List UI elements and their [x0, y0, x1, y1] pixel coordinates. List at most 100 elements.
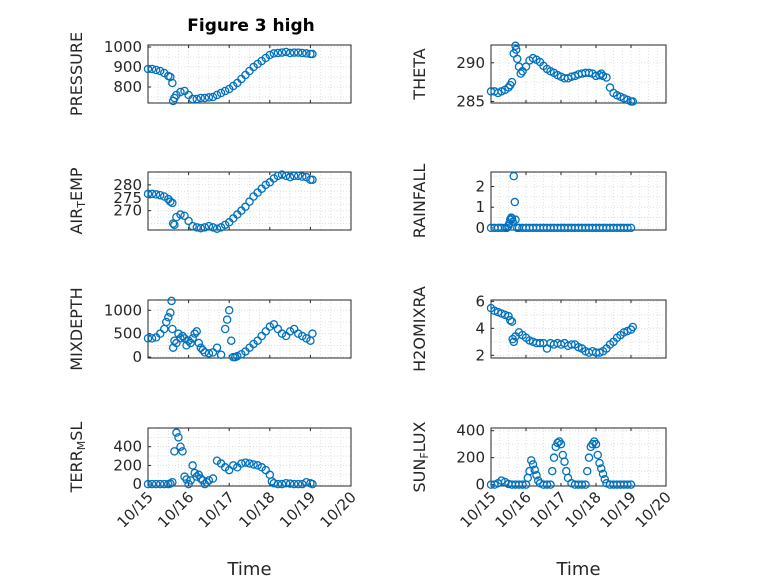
data-point — [176, 334, 185, 343]
data-point — [502, 223, 511, 233]
x-tick-label: 10/15 — [114, 488, 157, 531]
data-point — [511, 215, 520, 224]
data-point — [178, 331, 187, 341]
data-point — [174, 329, 183, 338]
data-point — [151, 479, 161, 489]
data-point — [204, 349, 214, 358]
y-tick-label: 400 — [456, 422, 485, 440]
data-point — [166, 197, 175, 206]
data-point — [542, 480, 552, 489]
data-point — [196, 474, 206, 483]
axes-box — [490, 299, 667, 359]
data-point — [507, 214, 517, 223]
data-point — [298, 172, 307, 181]
data-point — [511, 41, 520, 51]
y-tick-label: 900 — [113, 58, 142, 76]
x-tick-label: 10/20 — [317, 488, 360, 531]
data-point — [192, 94, 201, 104]
subplot-4: 0 500 1000 MIXDEPTH — [67, 287, 352, 371]
data-point — [298, 331, 307, 341]
data-point — [293, 48, 303, 57]
y-tick-label: 200 — [113, 456, 142, 474]
y-tick-label: 275 — [113, 189, 142, 207]
data-point — [194, 338, 203, 348]
y-tick-label: 6 — [475, 292, 485, 310]
data-point — [277, 48, 287, 57]
y-axis-label-part: SUN — [410, 459, 429, 493]
y-tick-label: 1000 — [104, 301, 142, 319]
data-point — [212, 90, 222, 100]
y-tick-label: 200 — [456, 449, 485, 467]
y-axis-label: RAINFALL — [410, 164, 429, 239]
figure-title: Figure 3 high — [187, 16, 315, 36]
y-axis-label-part: EMP — [67, 167, 86, 201]
data-point — [186, 476, 195, 485]
data-point — [143, 334, 153, 343]
data-point — [147, 64, 157, 74]
data-point — [628, 97, 638, 106]
data-point — [509, 337, 518, 347]
data-point — [507, 317, 517, 326]
data-point — [224, 306, 234, 315]
data-point — [269, 49, 279, 58]
data-point — [147, 334, 157, 343]
data-point — [285, 48, 295, 58]
data-point — [277, 329, 287, 338]
data-point — [308, 329, 317, 338]
data-point — [549, 453, 559, 462]
data-point — [285, 172, 295, 182]
x-tick-label: 10/17 — [195, 488, 238, 531]
y-tick-label: 0 — [475, 476, 485, 494]
data-point — [200, 348, 210, 357]
plot-area — [491, 428, 666, 486]
data-point — [505, 315, 515, 325]
y-tick-label: 2 — [475, 178, 485, 196]
data-point — [556, 439, 566, 449]
data-point — [626, 480, 636, 489]
y-axis-label-part: PRESSURE — [67, 32, 86, 116]
data-point — [192, 223, 201, 232]
data-point — [180, 211, 189, 221]
y-tick-label: 0 — [132, 475, 142, 493]
data-point — [249, 460, 258, 469]
data-point — [147, 189, 157, 199]
y-tick-label: 0 — [475, 219, 485, 237]
x-tick-label: 10/18 — [562, 488, 605, 531]
data-point — [285, 327, 295, 336]
data-point — [509, 171, 518, 181]
data-point — [302, 334, 311, 343]
data-point — [293, 171, 303, 181]
x-tick-label: 10/18 — [235, 488, 278, 531]
plot-area — [148, 172, 351, 230]
y-axis-label: PRESSURE — [67, 32, 86, 116]
plot-area — [148, 428, 351, 486]
y-axis-label: THETA — [410, 48, 429, 100]
data-point — [143, 189, 153, 199]
data-point — [628, 322, 638, 332]
data-point — [143, 479, 153, 489]
x-axis-label: Time — [226, 559, 271, 580]
data-point — [521, 62, 531, 71]
data-point — [168, 478, 177, 487]
data-point — [535, 338, 545, 348]
data-point — [170, 447, 179, 456]
data-point — [623, 480, 632, 489]
data-point — [285, 479, 295, 488]
data-point — [273, 171, 283, 181]
data-point — [308, 175, 317, 184]
subplot-0: 800 900 1000 PRESSURE — [67, 32, 352, 116]
data-point — [567, 340, 576, 349]
subplot-3: 0 1 2 RAINFALL — [410, 164, 667, 239]
data-point — [265, 322, 275, 331]
data-point — [166, 479, 175, 488]
data-point — [186, 338, 195, 348]
data-point — [208, 474, 218, 483]
data-point — [626, 223, 636, 233]
data-point — [269, 478, 279, 488]
data-point — [164, 313, 173, 322]
y-axis-label-part: H2OMIXRA — [410, 286, 429, 372]
data-point — [222, 315, 232, 324]
data-point — [584, 68, 594, 78]
